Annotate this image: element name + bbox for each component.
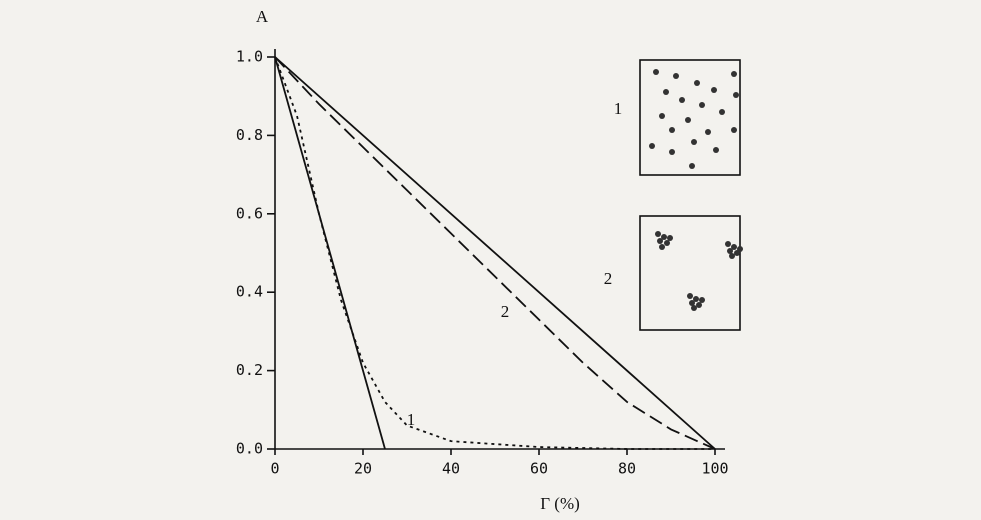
x-tick-label: 60 xyxy=(530,460,548,478)
y-tick-label: 0.6 xyxy=(236,204,263,222)
x-tick-label: 100 xyxy=(701,460,728,478)
y-tick-label: 0.2 xyxy=(236,361,263,379)
x-tick-label: 80 xyxy=(618,460,636,478)
x-tick-label: 20 xyxy=(354,460,372,478)
line xyxy=(274,56,716,450)
x-tick-label: 40 xyxy=(442,460,460,478)
y-tick-label: 0.0 xyxy=(236,440,263,458)
x-tick-label: 0 xyxy=(270,460,279,478)
x-axis-label: Γ (%) xyxy=(540,494,580,513)
inset-dots xyxy=(649,69,743,311)
inset-label: 2 xyxy=(604,269,613,288)
inset-box xyxy=(639,59,741,176)
line xyxy=(274,56,716,450)
y-tick-label: 0.4 xyxy=(236,283,263,301)
line xyxy=(274,56,386,450)
y-tick-label: 1.0 xyxy=(236,48,263,66)
line-label: 1 xyxy=(407,410,416,429)
inset-label: 1 xyxy=(614,99,623,118)
inset-box xyxy=(639,215,741,331)
y-axis-label: A xyxy=(256,7,269,26)
line xyxy=(274,56,715,450)
line-label: 2 xyxy=(501,302,510,321)
y-tick-label: 0.8 xyxy=(236,126,263,144)
